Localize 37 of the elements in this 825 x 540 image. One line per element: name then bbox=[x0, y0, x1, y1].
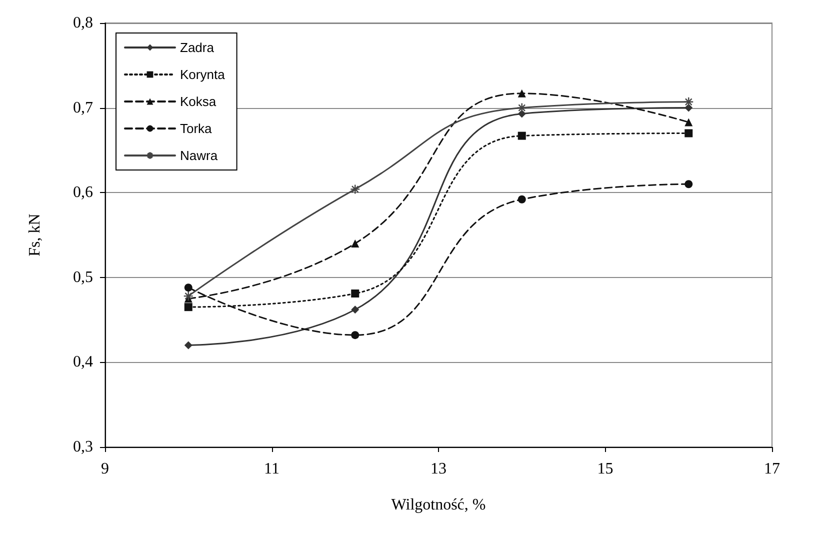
x-tick-label: 15 bbox=[597, 460, 614, 478]
y-tick-label: 0,6 bbox=[73, 184, 93, 202]
y-tick-label: 0,5 bbox=[73, 268, 93, 286]
legend-label: Nawra bbox=[180, 148, 218, 163]
point bbox=[516, 102, 527, 113]
point bbox=[684, 118, 693, 126]
point bbox=[351, 331, 360, 340]
point bbox=[351, 306, 360, 314]
y-tick-label: 0,8 bbox=[73, 14, 93, 32]
y-tick-label: 0,4 bbox=[73, 354, 93, 371]
legend-label: Torka bbox=[180, 121, 213, 136]
point bbox=[184, 341, 192, 350]
point bbox=[684, 96, 694, 107]
x-tick-label: 17 bbox=[764, 460, 780, 478]
point bbox=[518, 195, 526, 204]
point bbox=[184, 284, 192, 292]
x-axis-title: Wilgotność, % bbox=[391, 496, 486, 514]
point bbox=[684, 104, 693, 112]
y-tick-label: 0,3 bbox=[73, 438, 93, 456]
point bbox=[351, 290, 360, 298]
legend-label: Korynta bbox=[180, 67, 226, 82]
point bbox=[684, 129, 693, 138]
point bbox=[183, 290, 194, 302]
point bbox=[350, 184, 360, 194]
point bbox=[518, 110, 526, 118]
y-axis-title: Fs, kN bbox=[26, 213, 44, 256]
point bbox=[184, 303, 192, 312]
point bbox=[351, 239, 360, 248]
x-tick-label: 13 bbox=[430, 460, 446, 478]
point bbox=[518, 132, 526, 140]
point bbox=[518, 89, 526, 98]
point bbox=[684, 180, 693, 188]
y-tick-label: 0,7 bbox=[73, 99, 93, 116]
x-tick-label: 11 bbox=[264, 460, 280, 478]
x-tick-label: 9 bbox=[101, 460, 109, 478]
legend-label: Koksa bbox=[180, 94, 217, 109]
legend-label: Zadra bbox=[180, 40, 215, 55]
